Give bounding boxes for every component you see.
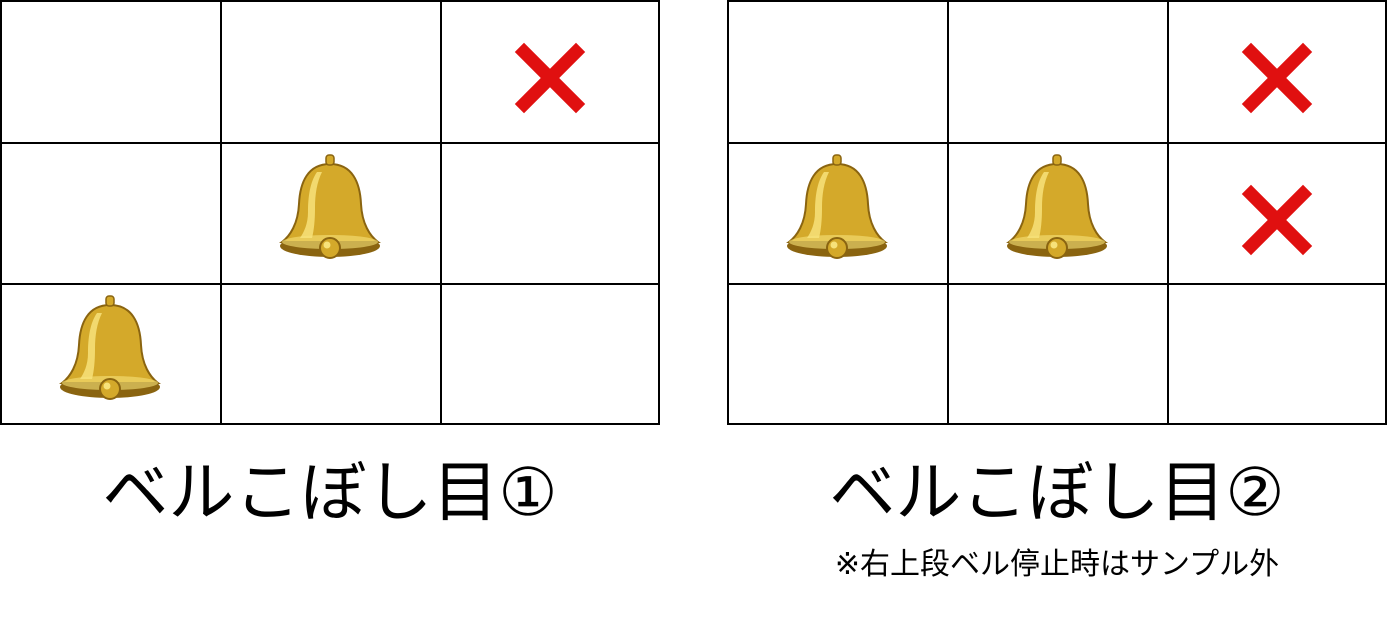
grid-line-vertical [220, 0, 222, 425]
reel-grid-1 [0, 0, 660, 425]
cross-icon [514, 42, 586, 114]
grid-line-vertical [658, 0, 660, 425]
grid-line-horizontal [727, 142, 1387, 144]
bell-icon [59, 295, 161, 400]
cross-icon [1241, 42, 1313, 114]
panel-title: ベルこぼし目② [829, 454, 1285, 531]
cross-mark [1167, 0, 1387, 141]
panel-note: ※右上段ベル停止時はサンプル外 [834, 547, 1280, 582]
bell-symbol [727, 142, 947, 283]
grid-line-horizontal [727, 0, 1387, 2]
grid-line-horizontal [727, 283, 1387, 285]
bell-icon [279, 154, 381, 259]
grid-line-horizontal [0, 423, 660, 425]
bell-icon [1006, 154, 1108, 259]
grid-line-vertical [727, 0, 729, 425]
cross-mark [1167, 142, 1387, 283]
grid-line-vertical [947, 0, 949, 425]
grid-line-horizontal [727, 423, 1387, 425]
reel-grid-2 [727, 0, 1387, 425]
bell-icon [786, 154, 888, 259]
bell-symbol [220, 142, 440, 283]
cross-mark [440, 0, 660, 141]
bell-symbol [0, 283, 220, 424]
grid-line-vertical [1385, 0, 1387, 425]
grid-line-horizontal [0, 142, 660, 144]
cross-icon [1241, 184, 1313, 256]
grid-line-vertical [1167, 0, 1169, 425]
grid-line-horizontal [0, 283, 660, 285]
grid-line-vertical [440, 0, 442, 425]
grid-line-vertical [0, 0, 2, 425]
panel-title: ベルこぼし目① [102, 454, 558, 531]
bell-symbol [947, 142, 1167, 283]
grid-line-horizontal [0, 0, 660, 2]
